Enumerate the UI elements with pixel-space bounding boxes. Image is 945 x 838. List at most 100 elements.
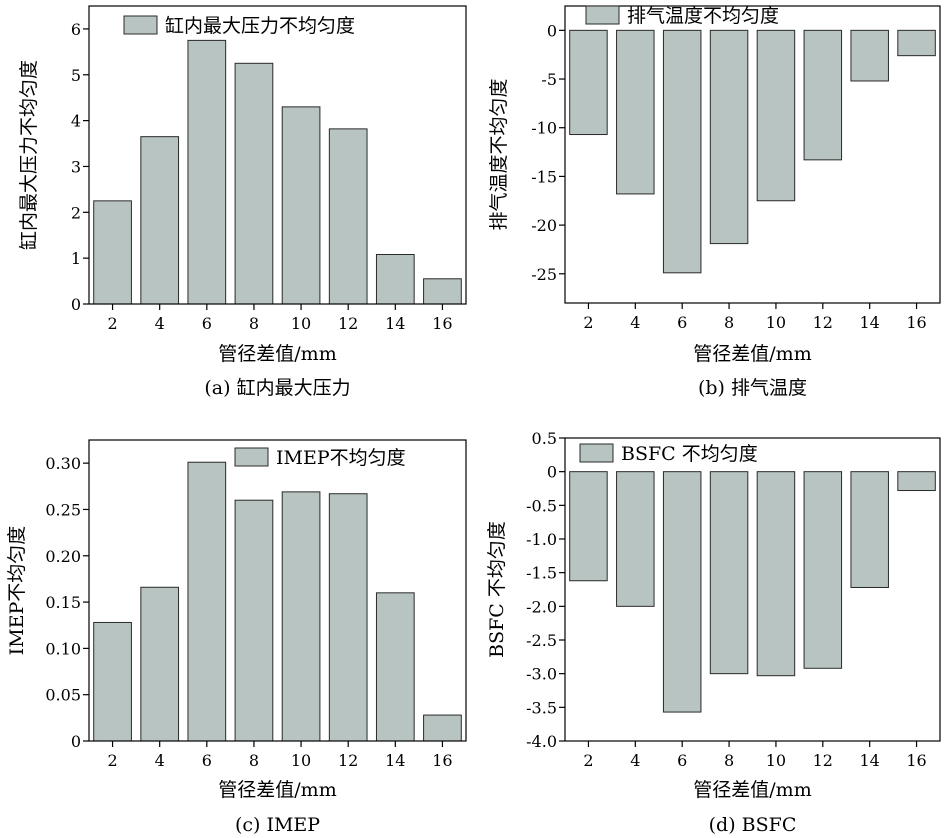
bar-b-6	[662, 29, 702, 274]
xtick-label-c: 8	[249, 751, 259, 770]
xaxis-label-b: 管径差值/mm	[693, 343, 811, 365]
yaxis-label-c: IMEP不均匀度	[6, 526, 28, 656]
ytick-label-d: -3.0	[526, 665, 557, 684]
ytick-label-c: 0.30	[45, 454, 81, 473]
bar-b-16	[897, 29, 936, 57]
legend-c: IMEP不均匀度	[234, 447, 406, 469]
bar-a-6	[187, 39, 227, 305]
bar-a-10	[281, 106, 321, 305]
ytick-label-c: 0	[71, 732, 81, 751]
ytick-label-c: 0.25	[45, 500, 81, 519]
ytick-label-a: 4	[71, 112, 81, 131]
bar-b-12	[803, 29, 843, 161]
yaxis-label-a: 缸内最大压力不均匀度	[18, 60, 40, 250]
legend-label-d: BSFC 不均匀度	[621, 443, 758, 465]
bar-d-14	[850, 471, 889, 588]
bar-d-10	[756, 471, 796, 677]
xtick-label-b: 2	[583, 313, 593, 332]
ytick-label-d: -1.5	[526, 564, 557, 583]
ytick-label-b: -20	[531, 216, 557, 235]
bar-c-16	[423, 714, 462, 742]
bar-c-8	[234, 499, 274, 742]
xtick-label-d: 8	[724, 751, 734, 770]
bar-c-2	[93, 621, 132, 742]
ytick-label-b: 0	[547, 21, 557, 40]
xtick-label-c: 12	[338, 751, 358, 770]
xtick-label-b: 16	[906, 313, 926, 332]
xtick-label-a: 12	[338, 314, 358, 333]
ytick-label-b: -15	[531, 167, 557, 186]
caption-b: (b) 排气温度	[698, 377, 807, 399]
ytick-label-b: -25	[531, 265, 557, 284]
ytick-label-c: 0.15	[45, 593, 81, 612]
xtick-label-c: 16	[432, 751, 452, 770]
xtick-label-a: 14	[385, 314, 405, 333]
ytick-label-b: -5	[541, 70, 557, 89]
legend-b: 排气温度不均匀度	[585, 5, 779, 27]
xtick-label-d: 16	[906, 751, 926, 770]
ytick-label-a: 3	[71, 157, 81, 176]
bar-c-14	[375, 592, 415, 742]
ytick-label-b: -10	[531, 119, 557, 138]
ytick-label-c: 0.10	[45, 639, 81, 658]
bar-d-2	[569, 471, 608, 582]
xaxis-label-c: 管径差值/mm	[218, 779, 336, 801]
ytick-label-a: 2	[71, 203, 81, 222]
bar-d-8	[709, 471, 749, 675]
bar-a-16	[423, 278, 462, 305]
bar-c-12	[328, 493, 368, 742]
xtick-label-a: 2	[107, 314, 117, 333]
xtick-label-d: 10	[766, 751, 786, 770]
xtick-label-d: 2	[583, 751, 593, 770]
bar-c-10	[281, 491, 321, 742]
bar-d-4	[616, 471, 655, 607]
ytick-label-a: 6	[71, 20, 81, 39]
bar-b-8	[709, 29, 749, 245]
xtick-label-c: 2	[107, 751, 117, 770]
ytick-label-d: -1.0	[526, 530, 557, 549]
ytick-label-d: 0	[547, 463, 557, 482]
legend-swatch-c	[234, 447, 269, 467]
legend-d: BSFC 不均匀度	[579, 443, 758, 465]
xtick-label-c: 14	[385, 751, 405, 770]
ytick-label-a: 5	[71, 66, 81, 85]
xtick-label-b: 12	[813, 313, 833, 332]
xtick-label-a: 16	[432, 314, 452, 333]
legend-swatch-b	[585, 5, 620, 25]
xtick-label-c: 4	[155, 751, 165, 770]
bar-c-6	[187, 461, 227, 742]
xtick-label-d: 4	[630, 751, 640, 770]
xtick-label-b: 10	[766, 313, 786, 332]
caption-d: (d) BSFC	[709, 814, 797, 836]
xtick-label-d: 14	[860, 751, 880, 770]
xaxis-label-a: 管径差值/mm	[218, 343, 336, 365]
xtick-label-b: 14	[860, 313, 880, 332]
ytick-label-c: 0.05	[45, 686, 81, 705]
chart-panel-d: 0.5 0 -0.5 -1.0 -1.5 -2.0 -2.5 -3.0 -3.5 -4.0 2 4 6 8…	[486, 429, 941, 836]
plot-frame-b	[564, 5, 941, 304]
bar-d-16	[897, 471, 936, 492]
chart-panel-b: 0 -5 -10 -15 -20 -25 2 4 6 8 10 12 14 16 管径差值/mm 排气温度不均…	[488, 5, 941, 399]
legend-swatch-a	[123, 15, 158, 35]
legend-a: 缸内最大压力不均匀度	[123, 15, 355, 37]
xaxis-label-d: 管径差值/mm	[693, 779, 811, 801]
ytick-label-d: -2.0	[526, 597, 557, 616]
ytick-label-d: -3.5	[526, 698, 557, 717]
bar-b-4	[616, 29, 655, 195]
xtick-label-a: 6	[202, 314, 212, 333]
bar-b-14	[850, 29, 889, 82]
bar-a-2	[93, 200, 132, 305]
ytick-label-a: 0	[71, 295, 81, 314]
ytick-label-a: 1	[71, 249, 81, 268]
ytick-label-d: -2.5	[526, 631, 557, 650]
xtick-label-c: 10	[291, 751, 311, 770]
bar-a-12	[328, 128, 368, 305]
plot-frame-c	[88, 439, 467, 742]
legend-label-b: 排气温度不均匀度	[627, 5, 779, 27]
xtick-label-b: 4	[630, 313, 640, 332]
ytick-label-d: -4.0	[526, 732, 557, 751]
ytick-label-d: -0.5	[526, 496, 557, 515]
plot-frame-a	[88, 5, 467, 305]
caption-c: (c) IMEP	[235, 814, 320, 836]
